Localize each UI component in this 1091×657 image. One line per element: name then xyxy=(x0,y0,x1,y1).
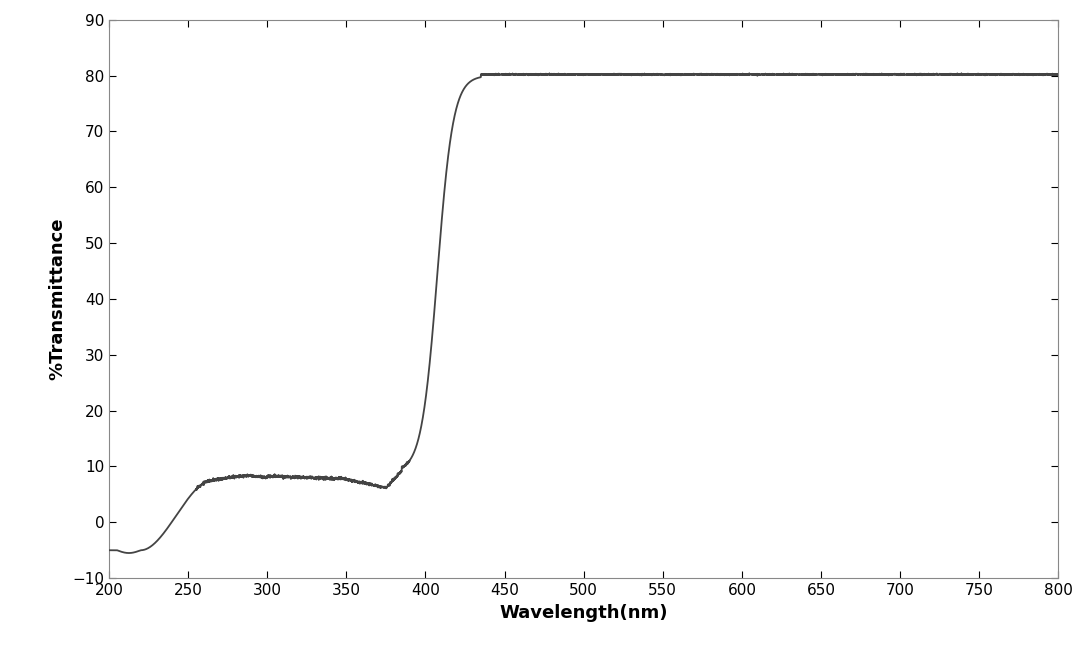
Y-axis label: %Transmittance: %Transmittance xyxy=(49,217,67,380)
X-axis label: Wavelength(nm): Wavelength(nm) xyxy=(500,604,668,622)
